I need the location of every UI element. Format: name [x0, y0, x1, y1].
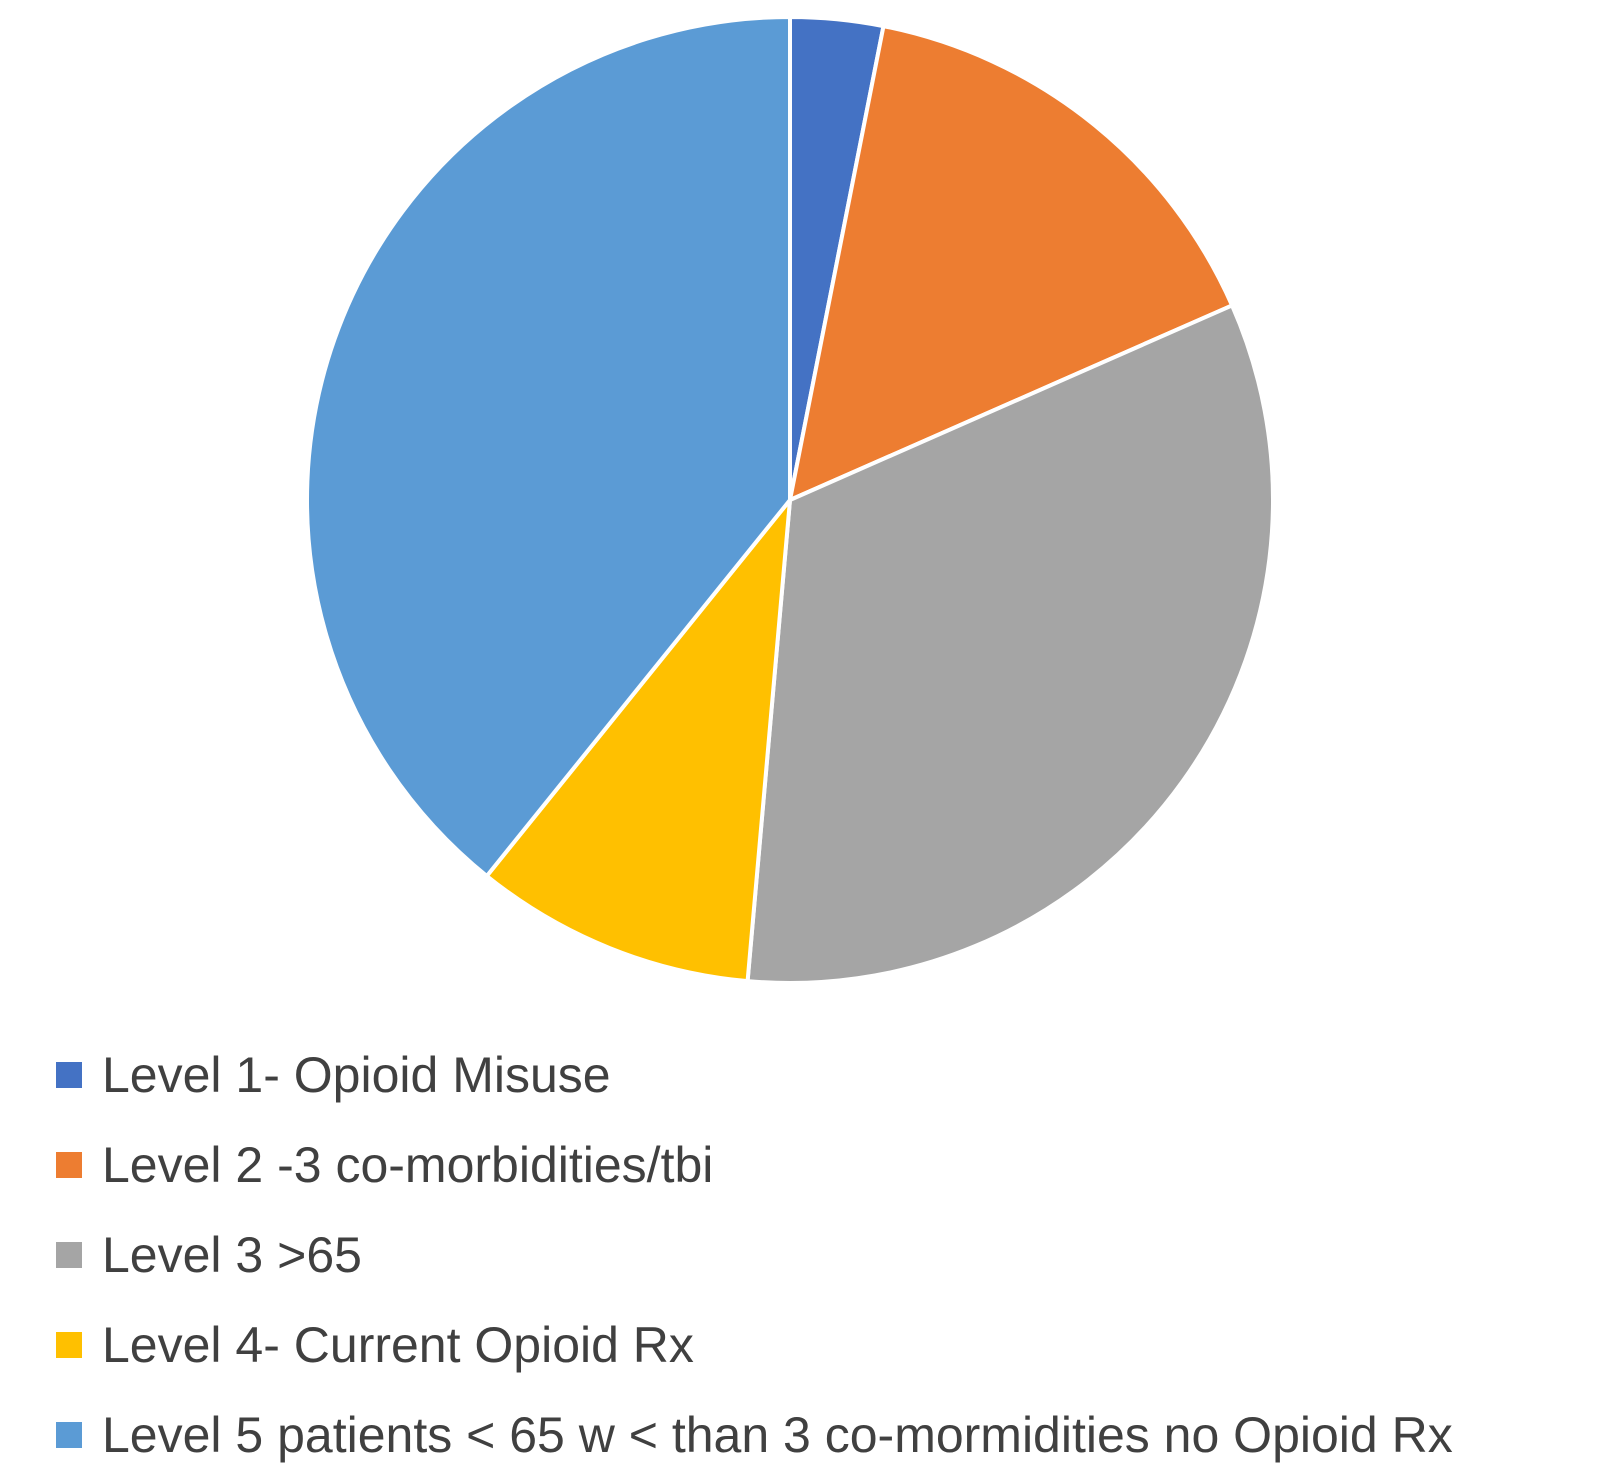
legend-swatch: [56, 1152, 82, 1178]
pie-plot: [305, 15, 1275, 985]
legend-item-level-4: Level 4- Current Opioid Rx: [56, 1300, 1453, 1390]
legend-label: Level 4- Current Opioid Rx: [102, 1317, 694, 1373]
legend-item-level-3: Level 3 >65: [56, 1210, 1453, 1300]
pie-slice-level-5: [305, 15, 792, 878]
legend-swatch: [56, 1332, 82, 1358]
legend-item-level-5: Level 5 patients < 65 w < than 3 co-morm…: [56, 1390, 1453, 1480]
pie-slice-level-4: [484, 498, 792, 984]
legend-label: Level 2 -3 co-morbidities/tbi: [102, 1137, 714, 1193]
legend-swatch: [56, 1062, 82, 1088]
legend-label: Level 1- Opioid Misuse: [102, 1047, 611, 1103]
legend-swatch: [56, 1422, 82, 1448]
legend-label: Level 5 patients < 65 w < than 3 co-morm…: [102, 1407, 1453, 1463]
legend-item-level-2: Level 2 -3 co-morbidities/tbi: [56, 1120, 1453, 1210]
pie-chart: Level 1- Opioid Misuse Level 2 -3 co-morb…: [56, 15, 1453, 1460]
legend-item-level-1: Level 1- Opioid Misuse: [56, 1030, 1453, 1120]
pie-slice-level-3: [745, 303, 1275, 985]
legend-label: Level 3 >65: [102, 1227, 362, 1283]
legend-swatch: [56, 1242, 82, 1268]
legend: Level 1- Opioid Misuse Level 2 -3 co-morb…: [56, 1030, 1453, 1480]
pie-slice-level-2: [788, 24, 1235, 502]
